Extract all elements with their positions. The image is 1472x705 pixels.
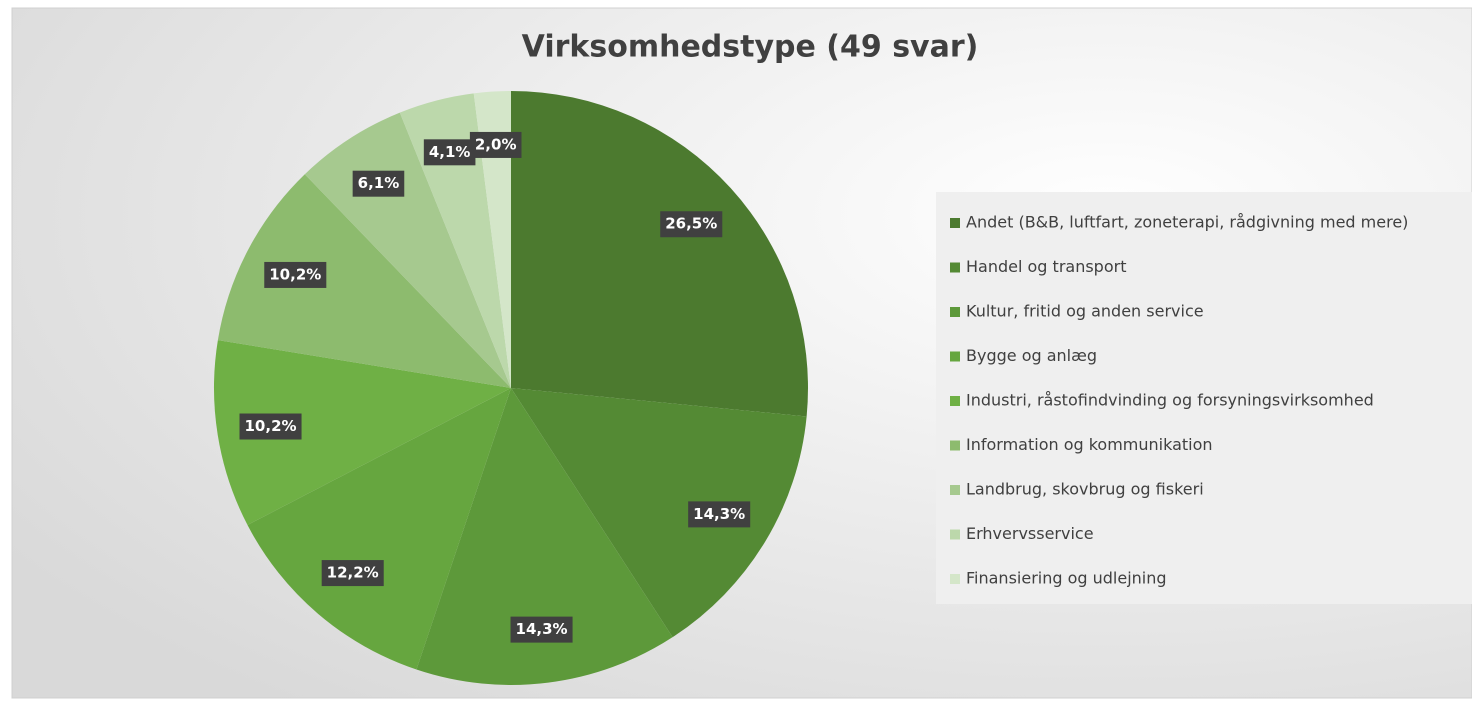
legend-label: Industri, råstofindvinding og forsynings… (966, 391, 1374, 410)
legend-swatch (950, 440, 960, 451)
data-label: 2,0% (475, 135, 517, 153)
pie-slice (511, 91, 808, 417)
pie-slice (511, 388, 807, 638)
pie-slice (399, 93, 511, 388)
legend-swatch (950, 218, 960, 228)
pie-slice (217, 174, 511, 388)
data-label-box (321, 560, 384, 587)
legend-swatch (950, 529, 960, 540)
data-label: 10,2% (269, 265, 321, 283)
data-label-box (469, 131, 522, 158)
pie-slice (416, 388, 673, 686)
legend-label: Erhvervsservice (966, 524, 1094, 543)
legend-label: Information og kommunikation (966, 435, 1213, 454)
data-label: 6,1% (358, 174, 400, 192)
pie-slice (473, 91, 511, 388)
legend-swatch (950, 351, 960, 362)
data-label-box (423, 139, 476, 166)
data-label: 10,2% (245, 417, 297, 435)
data-label-box (239, 413, 302, 440)
data-label: 12,2% (327, 564, 379, 582)
legend-swatch (950, 574, 960, 584)
data-label-box (510, 616, 573, 643)
pie-slice (247, 388, 511, 670)
data-label: 26,5% (665, 215, 717, 233)
legend-label: Kultur, fritid og anden service (966, 302, 1204, 321)
chart-title: Virksomhedstype (49 svar) (522, 30, 979, 65)
legend-swatch (950, 485, 960, 495)
legend-label: Handel og transport (966, 257, 1126, 276)
legend-box (936, 192, 1472, 604)
legend-label: Andet (B&B, luftfart, zoneterapi, rådgiv… (966, 213, 1408, 232)
data-label-box (352, 170, 405, 197)
data-label: 14,3% (693, 505, 745, 523)
data-label-box (660, 211, 723, 238)
legend-swatch (950, 307, 960, 317)
legend-label: Bygge og anlæg (966, 346, 1097, 365)
data-label: 14,3% (516, 620, 568, 638)
legend-swatch (950, 396, 960, 406)
data-label-box (264, 261, 327, 288)
data-label: 4,1% (429, 143, 471, 161)
legend-swatch (950, 262, 960, 273)
legend-label: Finansiering og udlejning (966, 569, 1167, 588)
pie-slice (214, 340, 511, 526)
legend-label: Landbrug, skovbrug og fiskeri (966, 480, 1204, 499)
data-label-box (688, 501, 751, 528)
